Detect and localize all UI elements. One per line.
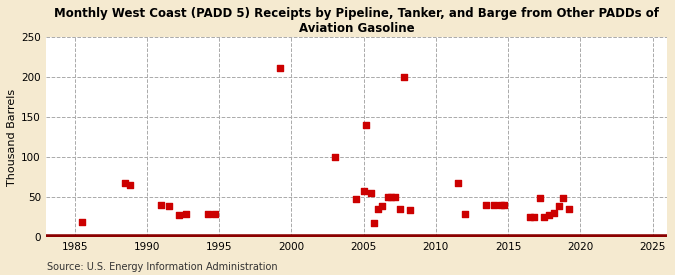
Title: Monthly West Coast (PADD 5) Receipts by Pipeline, Tanker, and Barge from Other P: Monthly West Coast (PADD 5) Receipts by … xyxy=(54,7,659,35)
Point xyxy=(539,214,549,219)
Point xyxy=(275,65,286,70)
Point xyxy=(399,75,410,79)
Point xyxy=(365,191,376,195)
Point xyxy=(329,155,340,159)
Point xyxy=(488,203,499,207)
Point xyxy=(119,180,130,185)
Point xyxy=(535,196,545,201)
Point xyxy=(202,212,213,217)
Point xyxy=(76,220,87,225)
Point xyxy=(390,195,401,199)
Point xyxy=(554,204,564,209)
Point xyxy=(404,207,415,212)
Point xyxy=(124,183,135,187)
Point xyxy=(377,204,387,209)
Text: Source: U.S. Energy Information Administration: Source: U.S. Energy Information Administ… xyxy=(47,262,278,272)
Point xyxy=(529,214,539,219)
Point xyxy=(394,207,405,211)
Point xyxy=(549,211,560,215)
Point xyxy=(209,212,220,217)
Y-axis label: Thousand Barrels: Thousand Barrels xyxy=(7,89,17,186)
Point xyxy=(156,203,167,207)
Point xyxy=(498,203,509,207)
Point xyxy=(369,221,379,225)
Point xyxy=(481,203,492,207)
Point xyxy=(163,204,174,209)
Point xyxy=(358,189,369,194)
Point xyxy=(524,214,535,219)
Point xyxy=(543,213,554,217)
Point xyxy=(460,212,470,217)
Point xyxy=(373,207,383,211)
Point xyxy=(383,195,394,199)
Point xyxy=(564,207,574,211)
Point xyxy=(452,180,463,185)
Point xyxy=(180,212,191,217)
Point xyxy=(558,196,568,201)
Point xyxy=(495,203,506,207)
Point xyxy=(351,197,362,202)
Point xyxy=(361,123,372,127)
Point xyxy=(385,195,396,199)
Point xyxy=(173,213,184,217)
